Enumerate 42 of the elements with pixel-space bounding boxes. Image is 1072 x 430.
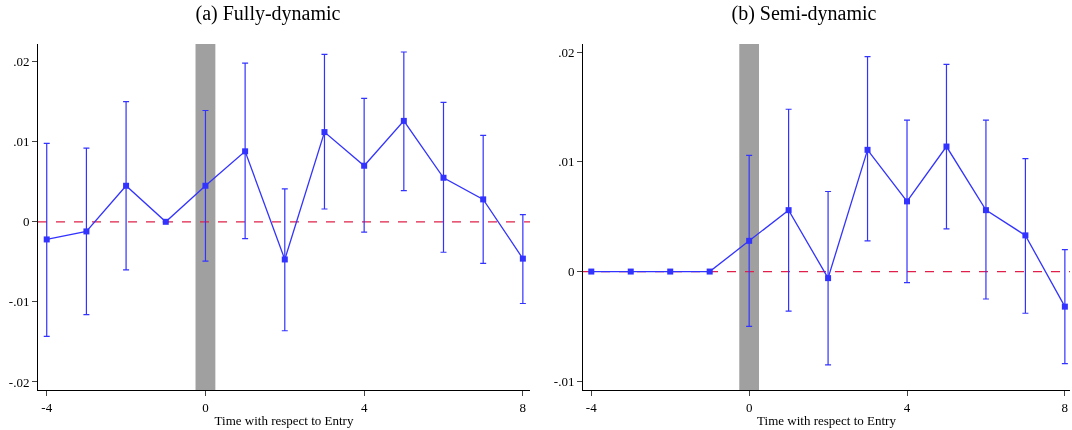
point bbox=[400, 117, 407, 124]
x-tick-label: 4 bbox=[360, 399, 368, 415]
point bbox=[943, 143, 950, 150]
x-tick-label: 8 bbox=[1061, 399, 1069, 415]
chart-title: (b) Semi-dynamic bbox=[731, 2, 877, 26]
point bbox=[1061, 303, 1068, 310]
point bbox=[825, 275, 832, 282]
point bbox=[785, 207, 792, 214]
x-tick-label: -4 bbox=[585, 399, 598, 415]
point bbox=[83, 228, 90, 235]
point bbox=[480, 196, 487, 203]
point bbox=[440, 174, 447, 181]
point bbox=[242, 148, 249, 155]
x-tick-label: 8 bbox=[519, 399, 527, 415]
point bbox=[321, 129, 328, 136]
y-tick-label: .02 bbox=[13, 54, 30, 70]
point bbox=[864, 146, 871, 153]
point bbox=[904, 198, 911, 205]
point bbox=[123, 182, 130, 189]
y-tick-label: .01 bbox=[13, 134, 30, 150]
y-tick-label: -.01 bbox=[8, 294, 30, 310]
x-axis-title: Time with respect to Entry bbox=[757, 413, 897, 429]
y-tick-label: -.01 bbox=[553, 373, 575, 389]
point bbox=[746, 237, 753, 244]
x-tick-label: 0 bbox=[745, 399, 753, 415]
point bbox=[281, 256, 288, 263]
x-tick-label: 4 bbox=[903, 399, 911, 415]
point bbox=[43, 236, 50, 243]
point bbox=[982, 207, 989, 214]
y-tick-label: .02 bbox=[558, 44, 575, 60]
y-tick-label: .01 bbox=[558, 154, 575, 170]
point bbox=[361, 162, 368, 169]
y-tick-label: -.02 bbox=[8, 374, 30, 390]
x-axis-title: Time with respect to Entry bbox=[214, 413, 354, 429]
point bbox=[1022, 232, 1029, 239]
point bbox=[519, 255, 526, 262]
y-tick-label: 0 bbox=[22, 214, 30, 230]
y-tick-label: 0 bbox=[567, 264, 575, 280]
chart-title: (a) Fully-dynamic bbox=[195, 2, 341, 26]
x-tick-label: -4 bbox=[41, 399, 53, 415]
x-tick-label: 0 bbox=[202, 399, 209, 415]
point bbox=[202, 182, 209, 189]
